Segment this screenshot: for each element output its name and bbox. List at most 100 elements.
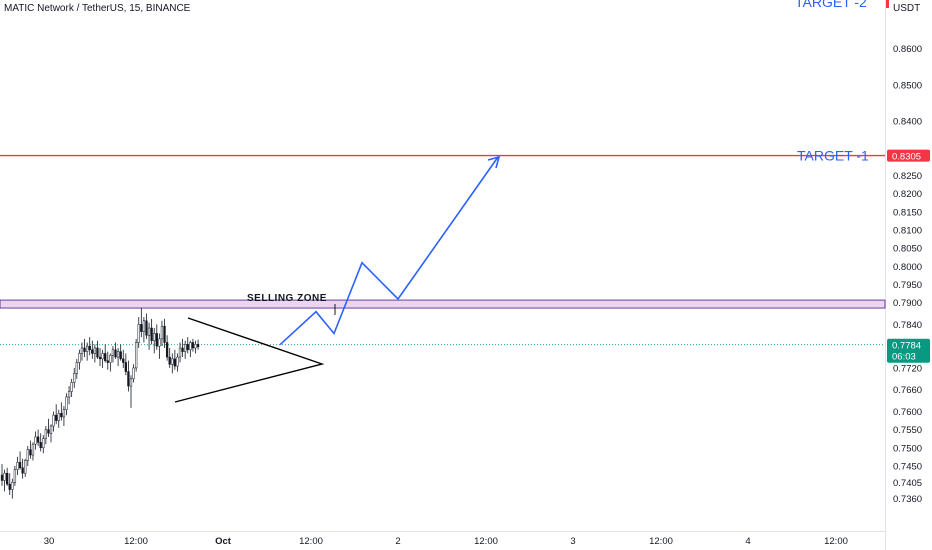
price-tick-label[interactable]: 0.7660 — [893, 385, 922, 396]
price-tick-label[interactable]: 0.8050 — [893, 244, 922, 255]
time-axis-divider — [0, 531, 885, 532]
candle — [142, 317, 146, 343]
candle — [173, 349, 177, 370]
candle — [70, 378, 73, 397]
price-tick-label[interactable]: 0.8600 — [893, 44, 922, 55]
candle — [176, 353, 179, 372]
price-tick-label[interactable]: 0.7450 — [893, 461, 922, 472]
candle-body — [178, 347, 182, 358]
price-tick-label[interactable]: 0.7550 — [893, 425, 922, 436]
candle-body — [39, 442, 42, 449]
price-tick-label[interactable]: 0.7500 — [893, 443, 922, 454]
candle-body — [114, 349, 117, 358]
triangle-pattern — [174, 317, 325, 403]
time-tick-label[interactable]: 12:00 — [649, 536, 673, 547]
price-tick-label[interactable]: 0.8000 — [893, 262, 922, 273]
time-tick-label[interactable]: 3 — [570, 536, 575, 547]
candle-body — [0, 474, 4, 481]
candlestick-series — [0, 308, 200, 499]
time-tick-label[interactable]: 12:00 — [299, 536, 323, 547]
candle — [44, 426, 48, 445]
price-tick-label[interactable]: 0.7600 — [893, 407, 922, 418]
candle-body — [191, 342, 195, 349]
time-tick-label[interactable]: Oct — [215, 536, 232, 547]
candle — [3, 469, 6, 492]
price-axis-divider — [885, 0, 886, 550]
candle — [47, 418, 50, 437]
candle — [60, 402, 63, 421]
candle — [119, 344, 122, 361]
candle — [106, 351, 109, 370]
candle-body — [127, 371, 130, 387]
current-price-text: 0.7784 — [892, 341, 921, 352]
price-tick-label[interactable]: 0.8400 — [893, 117, 922, 128]
candle — [24, 458, 27, 477]
candle-body — [42, 438, 45, 449]
candle-body — [21, 467, 24, 474]
candle-body — [52, 414, 55, 427]
price-tick-label[interactable]: 0.7405 — [893, 478, 922, 489]
time-tick-label[interactable]: 12:00 — [824, 536, 848, 547]
candle — [127, 360, 130, 392]
price-tick-label[interactable]: 0.8100 — [893, 226, 922, 237]
candle-body — [78, 353, 81, 363]
price-tick-label[interactable]: 0.8150 — [893, 207, 922, 218]
target-1-label: TARGET -1 — [797, 148, 869, 164]
price-tick-label[interactable]: 0.7900 — [893, 298, 922, 309]
time-axis[interactable]: 30 12:00 Oct 12:00 2 12:00 3 12:00 4 12:00 — [44, 536, 848, 547]
candle-body — [44, 429, 48, 439]
candle — [88, 337, 91, 356]
price-tick-label[interactable]: 0.7360 — [893, 494, 922, 505]
candle-body — [147, 327, 151, 336]
candle — [52, 411, 55, 432]
selling-zone-label: SELLING ZONE — [247, 293, 327, 304]
candle — [196, 339, 200, 350]
candle — [8, 473, 11, 495]
candle-body — [18, 462, 22, 469]
candle — [132, 364, 135, 383]
candle — [29, 440, 32, 459]
time-tick-label[interactable]: 4 — [745, 536, 750, 547]
candle-body — [26, 449, 29, 461]
price-tick-label[interactable]: 0.8500 — [893, 80, 922, 91]
candle — [137, 317, 140, 348]
candle — [181, 338, 184, 358]
price-tick-label[interactable]: 0.7950 — [893, 280, 922, 291]
time-tick-label[interactable]: 12:00 — [124, 536, 148, 547]
time-tick-label[interactable]: 12:00 — [474, 536, 498, 547]
candle-body — [73, 373, 76, 383]
candle-body — [132, 367, 135, 380]
candle-body — [11, 482, 14, 490]
candle — [16, 456, 19, 476]
currency-label[interactable]: USDT — [893, 3, 921, 14]
candle-body — [104, 353, 107, 361]
time-tick-label[interactable]: 30 — [44, 536, 55, 547]
candle — [0, 464, 4, 486]
candle-body — [47, 429, 50, 434]
candle — [150, 318, 153, 345]
candle-body — [55, 414, 58, 421]
price-axis[interactable]: 0.8600 0.8500 0.8400 0.8250 0.8200 0.8150 0.81… — [893, 44, 922, 505]
price-tick-label[interactable]: 0.8250 — [893, 171, 922, 182]
candle — [101, 349, 104, 368]
candle — [168, 347, 171, 368]
candle-body — [34, 436, 37, 445]
target-1-price-text: 0.8305 — [892, 152, 921, 163]
candle-body — [186, 344, 189, 351]
symbol-title[interactable]: MATIC Network / TetherUS, 15, BINANCE — [4, 3, 191, 14]
price-tick-label[interactable]: 0.8200 — [893, 189, 922, 200]
time-tick-label[interactable]: 2 — [395, 536, 400, 547]
candle — [124, 353, 127, 376]
price-tick-label[interactable]: 0.7720 — [893, 363, 922, 374]
candle-body — [196, 344, 200, 348]
candle-body — [8, 483, 11, 490]
projection-arrowhead — [487, 155, 501, 169]
horizontal-levels — [0, 154, 886, 346]
candle-body — [70, 382, 73, 392]
candle-body — [124, 362, 127, 372]
price-tick-label[interactable]: 0.7840 — [893, 320, 922, 331]
candle-body — [49, 425, 53, 434]
